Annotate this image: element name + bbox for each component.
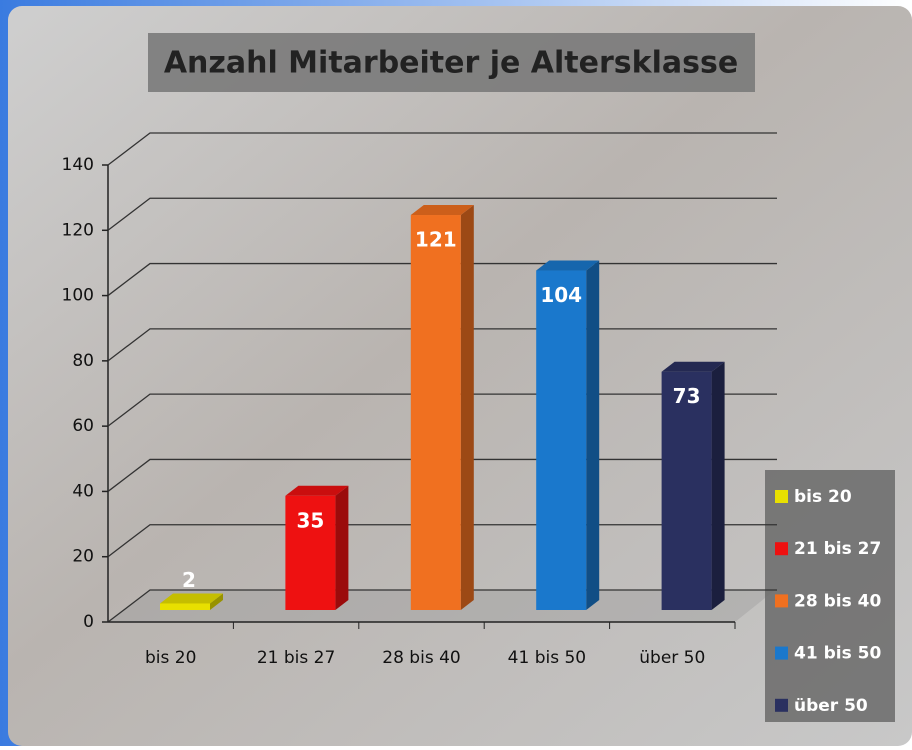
x-tick-label: über 50 — [639, 648, 705, 668]
bar — [536, 270, 587, 610]
legend-swatch — [775, 698, 788, 712]
bar — [285, 495, 336, 610]
y-tick-label: 120 — [62, 220, 94, 240]
legend-swatch — [775, 542, 788, 556]
bar-top — [285, 485, 349, 496]
bar-side — [586, 260, 600, 610]
bar — [661, 371, 712, 610]
bar-side — [711, 361, 725, 610]
bar-side — [460, 205, 474, 610]
bar-side — [210, 593, 223, 610]
x-tick-label: 21 bis 27 — [257, 648, 335, 668]
legend-label: 28 bis 40 — [794, 591, 881, 611]
x-tick-label: 28 bis 40 — [382, 648, 460, 668]
x-tick-label: bis 20 — [145, 648, 196, 668]
legend-label: 21 bis 27 — [794, 539, 881, 559]
bar-top — [160, 593, 223, 604]
data-label: 2 — [182, 568, 196, 592]
y-tick-label: 140 — [62, 155, 94, 175]
grid-line — [107, 132, 777, 166]
bar-top — [661, 361, 725, 372]
data-label: 35 — [296, 508, 324, 532]
bar-top — [536, 260, 600, 271]
title-box — [148, 33, 755, 92]
legend-swatch — [775, 594, 788, 608]
legend-label: bis 20 — [794, 487, 852, 507]
data-label: 104 — [540, 283, 582, 307]
y-tick-label: 100 — [62, 286, 94, 306]
bar — [160, 603, 210, 610]
y-tick-label: 20 — [72, 547, 94, 567]
legend-swatch — [775, 646, 788, 660]
chart-title: Anzahl Mitarbeiter je Altersklasse — [164, 46, 738, 81]
y-tick-label: 40 — [72, 481, 94, 501]
data-label: 121 — [415, 228, 457, 252]
data-label: 73 — [673, 384, 701, 408]
legend-label: über 50 — [794, 696, 868, 716]
bar-top — [410, 205, 474, 216]
bar-side — [335, 485, 349, 610]
legend-label: 41 bis 50 — [794, 644, 881, 664]
y-tick-label: 0 — [83, 612, 94, 632]
y-tick-label: 60 — [72, 416, 94, 436]
legend-swatch — [775, 490, 788, 503]
grid-line — [107, 197, 777, 231]
bar — [410, 215, 461, 610]
y-tick-label: 80 — [72, 351, 94, 371]
x-tick-label: 41 bis 50 — [508, 648, 586, 668]
